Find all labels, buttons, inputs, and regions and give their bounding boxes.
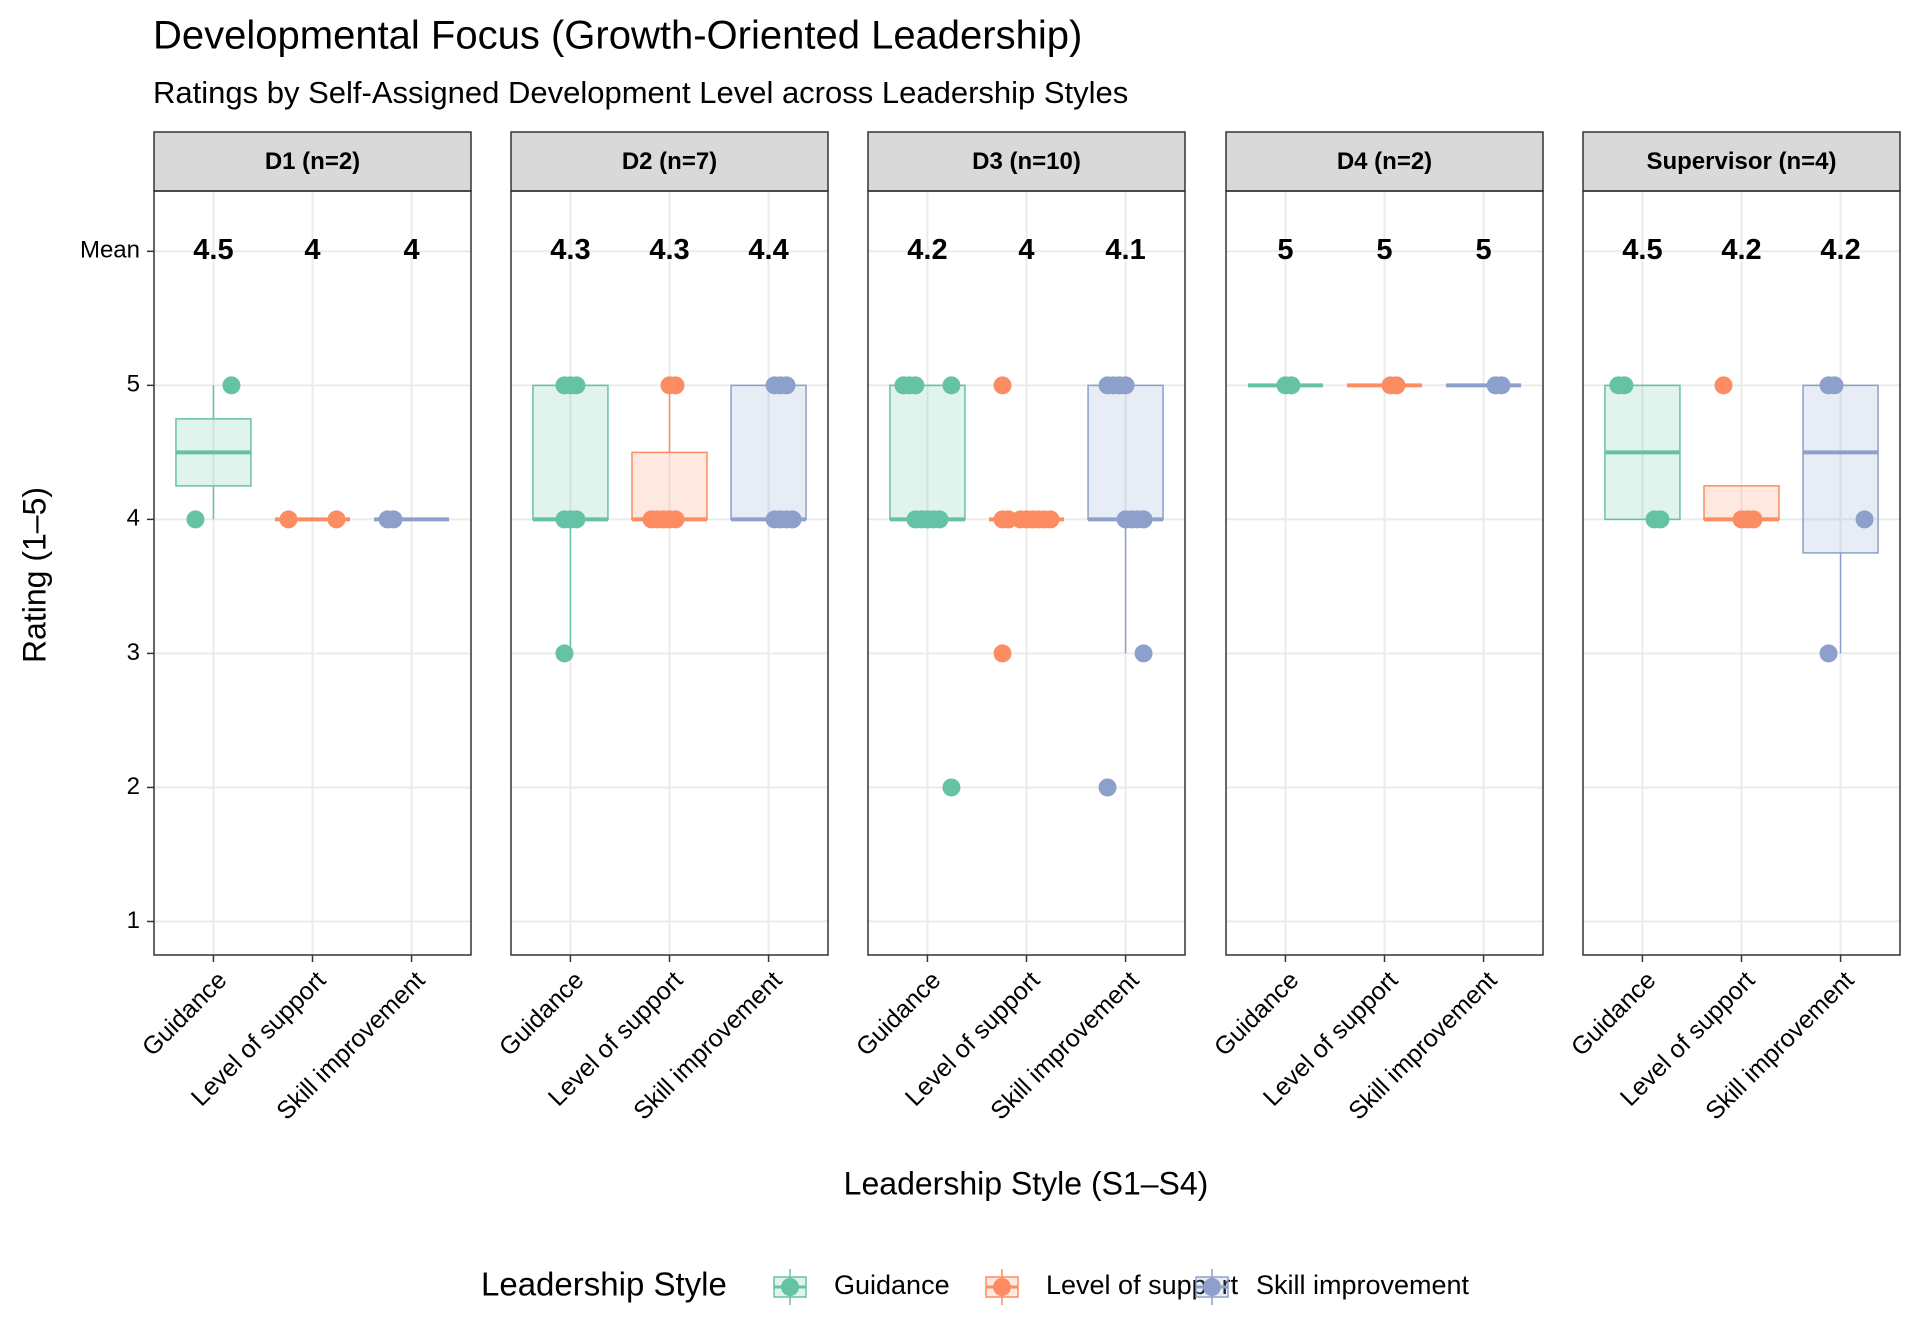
point <box>1825 376 1844 395</box>
box <box>1087 384 1164 521</box>
point <box>1116 376 1135 395</box>
box <box>730 384 807 521</box>
point <box>1492 376 1511 395</box>
point <box>555 644 574 663</box>
point <box>906 376 925 395</box>
mean-label: 4.2 <box>907 234 947 266</box>
mean-label: 4.5 <box>1622 234 1662 266</box>
point <box>1282 376 1301 395</box>
facet-strip <box>153 131 472 192</box>
legend-key-point <box>781 1278 799 1296</box>
mean-label: 4.4 <box>748 234 788 266</box>
mean-label: 4 <box>1018 234 1034 266</box>
point <box>567 510 586 529</box>
y-tick-label: 4 <box>127 505 140 532</box>
point <box>1651 510 1670 529</box>
legend-key-point <box>993 1278 1011 1296</box>
point <box>942 376 961 395</box>
y-axis-title: Rating (1–5) <box>16 487 52 663</box>
y-tick-label: 1 <box>127 907 140 934</box>
mean-label: 4.1 <box>1105 234 1145 266</box>
point <box>384 510 403 529</box>
point <box>1714 376 1733 395</box>
mean-label: 4 <box>304 234 320 266</box>
facet-strip <box>867 131 1186 192</box>
facet-label: Supervisor (n=4) <box>1646 148 1836 175</box>
point <box>777 376 796 395</box>
facet-strip <box>1225 131 1544 192</box>
point <box>1041 510 1060 529</box>
box <box>889 384 966 521</box>
panel-border <box>510 190 829 956</box>
point <box>993 644 1012 663</box>
point <box>1819 644 1838 663</box>
mean-label: 5 <box>1376 234 1392 266</box>
point <box>1134 510 1153 529</box>
facet-label: D1 (n=2) <box>265 148 360 175</box>
point <box>279 510 298 529</box>
y-tick-label: 2 <box>127 773 140 800</box>
point <box>999 510 1018 529</box>
point <box>1134 644 1153 663</box>
facet-label: D2 (n=7) <box>622 148 717 175</box>
panel-border <box>1225 190 1544 956</box>
panel-border <box>153 190 472 956</box>
panel-border <box>1582 190 1901 956</box>
legend-key-point <box>1203 1278 1221 1296</box>
mean-label: 4 <box>403 234 419 266</box>
point <box>327 510 346 529</box>
point <box>186 510 205 529</box>
mean-label: 4.5 <box>193 234 233 266</box>
x-tick-label: Guidance <box>851 966 946 1061</box>
point <box>942 778 961 797</box>
facet-strip <box>510 131 829 192</box>
x-tick-label: Guidance <box>494 966 589 1061</box>
y-tick-label: 3 <box>127 639 140 666</box>
point <box>993 376 1012 395</box>
box <box>631 451 708 521</box>
box <box>532 384 609 521</box>
chart-title: Developmental Focus (Growth-Oriented Lea… <box>153 14 1082 58</box>
point <box>783 510 802 529</box>
facet-label: D4 (n=2) <box>1337 148 1432 175</box>
point <box>1744 510 1763 529</box>
x-tick-label: Guidance <box>1209 966 1304 1061</box>
y-tick-label: Mean <box>80 237 140 264</box>
mean-label: 4.2 <box>1820 234 1860 266</box>
x-tick-label: Guidance <box>137 966 232 1061</box>
point <box>1098 778 1117 797</box>
point <box>930 510 949 529</box>
point <box>1855 510 1874 529</box>
facet-label: D3 (n=10) <box>972 148 1081 175</box>
point <box>567 376 586 395</box>
legend-label: Guidance <box>834 1270 950 1300</box>
mean-label: 4.3 <box>550 234 590 266</box>
x-tick-label: Guidance <box>1566 966 1661 1061</box>
point <box>222 376 241 395</box>
x-axis-title: Leadership Style (S1–S4) <box>844 1165 1209 1201</box>
panel-border <box>867 190 1186 956</box>
legend-label: Skill improvement <box>1256 1270 1470 1300</box>
chart-subtitle: Ratings by Self-Assigned Development Lev… <box>153 75 1128 110</box>
y-tick-label: 5 <box>127 371 140 398</box>
point <box>1387 376 1406 395</box>
mean-label: 4.3 <box>649 234 689 266</box>
mean-label: 4.2 <box>1721 234 1761 266</box>
point <box>666 510 685 529</box>
legend-title: Leadership Style <box>481 1266 727 1303</box>
point <box>666 376 685 395</box>
mean-label: 5 <box>1475 234 1491 266</box>
point <box>1615 376 1634 395</box>
mean-label: 5 <box>1277 234 1293 266</box>
